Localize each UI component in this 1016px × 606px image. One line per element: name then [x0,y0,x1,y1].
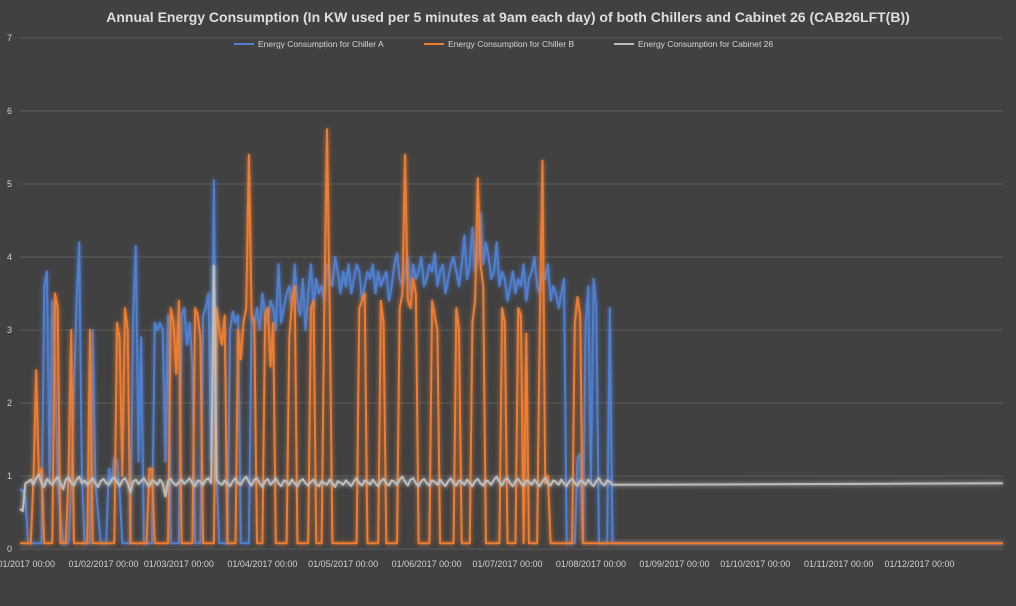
y-tick-label: 1 [7,471,12,481]
x-tick-label: 01/04/2017 00:00 [227,559,297,569]
x-axis-ticks: 01/01/2017 00:00 01/02/2017 00:00 01/03/20… [0,559,955,569]
x-tick-label: 01/03/2017 00:00 [144,559,214,569]
x-tick-label: 01/07/2017 00:00 [472,559,542,569]
x-tick-label: 01/02/2017 00:00 [68,559,138,569]
x-tick-label: 01/10/2017 00:00 [720,559,790,569]
series-lines [19,128,1004,545]
y-tick-label: 2 [7,398,12,408]
series-line-3 [19,264,1004,512]
legend-label: Energy Consumption for Chiller B [448,39,574,49]
x-tick-label: 01/05/2017 00:00 [308,559,378,569]
y-tick-label: 3 [7,325,12,335]
x-tick-label: 01/09/2017 00:00 [639,559,709,569]
y-tick-label: 7 [7,33,12,43]
x-tick-label: 01/01/2017 00:00 [0,559,55,569]
x-tick-label: 01/11/2017 00:00 [804,559,873,569]
legend-label: Energy Consumption for Chiller A [258,39,384,49]
x-tick-label: 01/12/2017 00:00 [884,559,954,569]
y-axis-ticks: 0 1 2 3 4 5 6 7 [7,33,12,554]
legend-label: Energy Consumption for Cabinet 26 [638,39,773,49]
x-tick-label: 01/08/2017 00:00 [556,559,626,569]
y-tick-label: 0 [7,544,12,554]
series-line-2 [20,128,1003,545]
x-tick-label: 01/06/2017 00:00 [392,559,462,569]
y-tick-label: 4 [7,252,12,262]
y-tick-label: 5 [7,179,12,189]
legend: Energy Consumption for Chiller A Energy C… [234,39,773,49]
grid [20,37,1003,550]
y-tick-label: 6 [7,106,12,116]
chart-title: Annual Energy Consumption (In KW used pe… [106,9,910,25]
series-line-1 [19,179,1003,545]
